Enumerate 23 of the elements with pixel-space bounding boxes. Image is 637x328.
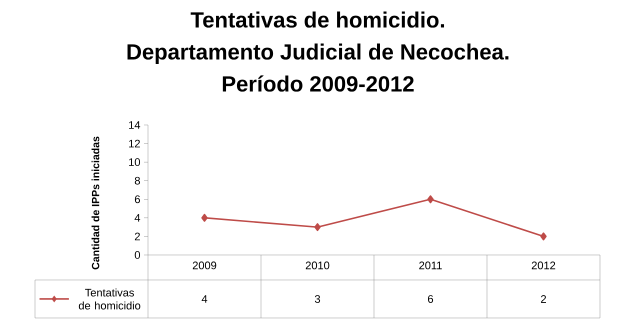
y-tick-label: 4	[134, 214, 140, 222]
y-tick-label: 6	[134, 195, 140, 204]
x-tick-label: 2010	[306, 262, 330, 270]
y-tick-label: 0	[134, 251, 140, 259]
data-label: 4	[202, 295, 208, 303]
data-label: 2	[540, 295, 546, 303]
y-tick-label: 12	[129, 140, 140, 148]
x-tick-label: 2011	[419, 262, 442, 270]
legend-label: Tentativas de homicidio	[78, 288, 140, 310]
data-label: 3	[314, 295, 320, 303]
y-tick-label: 10	[129, 158, 140, 166]
x-tick-label: 2009	[192, 262, 216, 270]
y-tick-label: 8	[134, 176, 140, 185]
x-tick-label: 2012	[532, 262, 556, 270]
y-axis-title: Cantidad de IPPs iniciadas	[92, 136, 100, 270]
data-label: 6	[428, 295, 434, 303]
point	[540, 232, 547, 240]
point	[427, 195, 434, 204]
y-tick-label: 2	[134, 232, 140, 240]
point	[201, 214, 208, 222]
y-tick-label: 14	[129, 121, 140, 129]
point	[314, 223, 321, 232]
chart-title: Tentativas de homicidio. Departamento Judicial de Necochea. Período 2009-2012	[128, 12, 508, 92]
